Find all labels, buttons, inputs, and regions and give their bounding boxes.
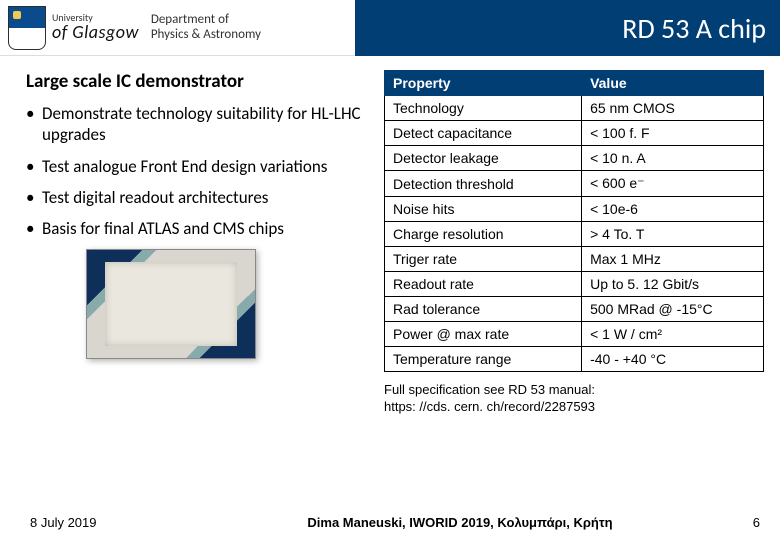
left-column: Large scale IC demonstrator Demonstrate … bbox=[26, 70, 366, 416]
table-row: Detect capacitance< 100 f. F bbox=[385, 121, 764, 146]
university-logo-block: University of Glasgow Department of Phys… bbox=[0, 0, 355, 56]
table-row: Power @ max rate< 1 W / cm² bbox=[385, 322, 764, 347]
spec-table: Property Value Technology65 nm CMOS Dete… bbox=[384, 70, 764, 372]
right-column: Property Value Technology65 nm CMOS Dete… bbox=[384, 70, 764, 416]
university-name: University of Glasgow bbox=[52, 13, 139, 42]
col-property: Property bbox=[385, 71, 582, 96]
table-row: Noise hits< 10e-6 bbox=[385, 197, 764, 222]
list-item: Test digital readout architectures bbox=[26, 187, 366, 208]
university-line2: of Glasgow bbox=[52, 23, 139, 42]
table-row: Technology65 nm CMOS bbox=[385, 96, 764, 121]
col-value: Value bbox=[582, 71, 764, 96]
slide-header: University of Glasgow Department of Phys… bbox=[0, 0, 780, 56]
list-item: Test analogue Front End design variation… bbox=[26, 156, 366, 177]
table-row: Detection threshold< 600 e⁻ bbox=[385, 171, 764, 197]
slide-title: RD 53 A chip bbox=[355, 0, 780, 56]
slide-footer: 8 July 2019 Dima Maneuski, IWORID 2019, … bbox=[0, 515, 780, 530]
department-name: Department of Physics & Astronomy bbox=[151, 13, 261, 42]
list-item: Basis for final ATLAS and CMS chips bbox=[26, 218, 366, 239]
list-item: Demonstrate technology suitability for H… bbox=[26, 103, 366, 146]
footer-page-number: 6 bbox=[720, 515, 760, 530]
table-row: Triger rateMax 1 MHz bbox=[385, 247, 764, 272]
footnote-line1: Full specification see RD 53 manual: bbox=[384, 382, 764, 399]
table-header-row: Property Value bbox=[385, 71, 764, 96]
footnote-line2: https: //cds. cern. ch/record/2287593 bbox=[384, 399, 764, 416]
footer-date: 8 July 2019 bbox=[30, 515, 200, 530]
table-row: Readout rateUp to 5. 12 Gbit/s bbox=[385, 272, 764, 297]
university-crest-icon bbox=[8, 6, 46, 50]
subheading: Large scale IC demonstrator bbox=[26, 70, 366, 93]
bullet-list: Demonstrate technology suitability for H… bbox=[26, 103, 366, 239]
table-row: Temperature range-40 - +40 °C bbox=[385, 347, 764, 372]
table-row: Rad tolerance500 MRad @ -15°C bbox=[385, 297, 764, 322]
footnote: Full specification see RD 53 manual: htt… bbox=[384, 382, 764, 416]
table-row: Detector leakage< 10 n. A bbox=[385, 146, 764, 171]
table-row: Charge resolution> 4 To. T bbox=[385, 222, 764, 247]
footer-attribution: Dima Maneuski, IWORID 2019, Κολυμπάρι, Κ… bbox=[200, 515, 720, 530]
chip-photo bbox=[86, 249, 256, 359]
slide-body: Large scale IC demonstrator Demonstrate … bbox=[0, 56, 780, 416]
